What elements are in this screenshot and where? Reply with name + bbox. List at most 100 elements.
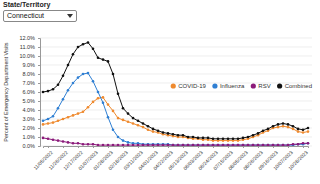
x-tick-mark [123, 146, 124, 148]
series-point [112, 129, 115, 132]
grid-line [40, 92, 312, 93]
series-point [302, 131, 305, 134]
series-point [127, 120, 130, 123]
series-point [162, 144, 165, 146]
series-point [112, 73, 115, 76]
grid-line [40, 38, 312, 39]
series-point [307, 127, 310, 130]
series-point [197, 137, 200, 140]
series-point [272, 125, 275, 128]
series-point [117, 136, 120, 139]
series-point [107, 103, 110, 106]
series-point [302, 129, 305, 132]
series-point [267, 128, 270, 131]
series-point [182, 144, 185, 146]
series-point [72, 114, 75, 117]
series-point [227, 144, 230, 146]
y-tick-label: 0.0% [22, 143, 35, 149]
y-tick-mark [38, 65, 40, 66]
y-tick-label: 11.0% [20, 44, 35, 50]
y-tick: 5.0% [22, 98, 40, 104]
series-point [237, 144, 240, 146]
series-point [127, 112, 130, 115]
x-tick-mark [213, 146, 214, 148]
series-point [247, 136, 250, 139]
series-point [127, 144, 130, 146]
series-point [197, 138, 200, 141]
series-point [222, 144, 225, 146]
legend-swatch [212, 83, 217, 88]
x-tick-mark [108, 146, 109, 148]
series-point [207, 137, 210, 140]
series-point [152, 143, 155, 146]
grid [40, 38, 312, 146]
series-point [72, 82, 75, 85]
series-point [217, 138, 220, 141]
y-tick-label: 8.0% [22, 71, 35, 77]
series-point [142, 126, 145, 129]
legend-item: COVID-19 [171, 83, 207, 89]
chart: 0.0%1.0%2.0%3.0%4.0%5.0%6.0%7.0%8.0%9.0%… [0, 0, 320, 184]
y-axis-title: Percent of Emergency Department Visits [3, 42, 9, 141]
series-point [72, 142, 75, 145]
select-arrow[interactable] [67, 14, 73, 18]
series-point [87, 41, 90, 44]
series-point [287, 123, 290, 126]
x-axis-line [44, 147, 309, 149]
series-point [192, 144, 195, 146]
y-axis-line [38, 39, 41, 147]
series-point [257, 144, 260, 146]
y-tick-mark [38, 38, 40, 39]
series-point [132, 122, 135, 125]
y-tick: 9.0% [22, 62, 40, 68]
series-point [82, 43, 85, 46]
y-tick: 6.0% [22, 89, 40, 95]
x-tick-mark [198, 146, 199, 148]
series-point [297, 143, 300, 146]
y-tick-mark [38, 101, 40, 102]
series-point [252, 144, 255, 146]
series-point [147, 143, 150, 146]
state-select[interactable]: Connecticut [3, 10, 77, 22]
series-point [112, 110, 115, 113]
series-point [147, 125, 150, 128]
grid-line [40, 110, 312, 111]
series-point [232, 144, 235, 146]
series-point [187, 137, 190, 140]
series-point [237, 138, 240, 141]
series-point [42, 137, 45, 140]
series-point [162, 143, 165, 146]
series-point [232, 144, 235, 146]
series-point [102, 96, 105, 99]
series-point [212, 138, 215, 141]
legend-label: COVID-19 [178, 83, 206, 89]
grid-line [40, 101, 312, 102]
series-point [202, 137, 205, 140]
y-tick-mark [38, 119, 40, 120]
y-tick: 8.0% [22, 71, 40, 77]
series-point [247, 144, 250, 146]
x-tick-mark [243, 146, 244, 148]
series-point [147, 144, 150, 146]
x-tick-mark [228, 146, 229, 148]
grid-line [40, 74, 312, 75]
series-point [82, 143, 85, 146]
series-point [52, 88, 55, 91]
series-point [292, 143, 295, 146]
series-point [52, 121, 55, 124]
series-point [162, 131, 165, 134]
series-point [92, 48, 95, 51]
series-point [192, 136, 195, 139]
series-point [67, 64, 70, 67]
series-point [157, 144, 160, 146]
series-point [177, 144, 180, 146]
series-point [107, 116, 110, 119]
legend-label: Combined [285, 83, 312, 89]
series-point [307, 142, 310, 145]
series-point [87, 106, 90, 109]
x-tick-mark [48, 146, 49, 148]
series-point [247, 144, 250, 146]
legend-swatch [277, 83, 282, 88]
select-value[interactable]: Connecticut [7, 11, 44, 21]
y-tick-label: 6.0% [22, 89, 35, 95]
